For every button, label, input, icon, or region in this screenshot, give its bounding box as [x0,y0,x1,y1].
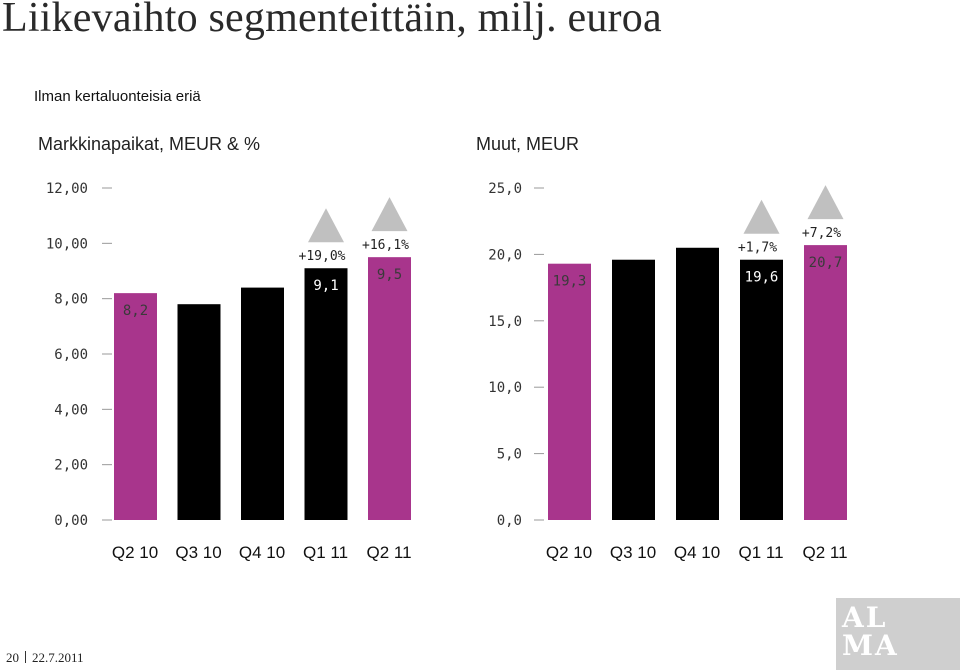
footer-date: 22.7.2011 [32,650,84,665]
bar-data-label: 9,5 [377,267,402,283]
y-tick-label: 0,0 [497,513,522,529]
y-tick-label: 25,0 [488,181,522,197]
panel-title-markkinapaikat: Markkinapaikat, MEUR & % [38,134,261,154]
page-title: Liikevaihto segmenteittäin, milj. euroa [2,0,662,41]
bar-data-label: 8,2 [123,303,148,319]
x-category-label: Q1 11 [738,543,783,562]
chart-subtitle: Ilman kertaluonteisia eriä [34,88,201,105]
bar [548,263,591,520]
y-tick-label: 15,0 [488,314,522,330]
footer-divider [25,651,26,663]
alma-logo: AL MA [836,598,960,670]
panel-title-muut: Muut, MEUR [476,134,580,154]
y-tick-label: 10,00 [46,236,88,252]
y-tick-label: 8,00 [54,292,88,308]
bar [804,245,847,520]
y-tick-label: 6,00 [54,347,88,363]
x-category-label: Q1 11 [303,543,348,562]
bar [177,304,221,520]
logo-text-bottom: MA [842,629,899,662]
growth-up-triangle [308,208,344,243]
growth-label: +16,1% [362,238,409,253]
growth-up-triangle [807,185,844,220]
bar-data-label: 9,1 [313,278,338,294]
bar-data-label: 19,6 [745,270,779,286]
y-tick-label: 5,0 [497,447,522,463]
bar [241,287,284,520]
y-tick-label: 20,0 [488,247,522,263]
x-category-label: Q4 10 [674,543,720,562]
footer: 20 22.7.2011 [6,650,84,666]
growth-up-triangle [743,199,780,234]
bar [304,268,348,520]
x-category-label: Q2 10 [112,543,158,562]
growth-label: +19,0% [299,249,346,264]
growth-label: +7,2% [802,226,841,241]
x-category-label: Q2 10 [546,543,592,562]
bar-data-label: 19,3 [553,274,587,290]
bar [612,259,655,520]
x-category-label: Q2 11 [802,543,847,562]
growth-label: +1,7% [738,241,777,256]
x-category-label: Q4 10 [239,543,285,562]
bar [740,259,783,520]
bar [114,293,157,520]
logo-text-top: AL [842,601,888,634]
page-number: 20 [6,650,19,665]
x-category-label: Q2 11 [366,543,411,562]
y-tick-label: 0,00 [54,513,88,529]
y-tick-label: 10,0 [488,380,522,396]
growth-up-triangle [371,197,408,232]
x-category-label: Q3 10 [610,543,656,562]
bar-data-label: 20,7 [809,255,843,271]
y-tick-label: 4,00 [54,402,88,418]
x-category-label: Q3 10 [175,543,221,562]
bar-charts: 0,00 2,00 4,00 6,00 8,00 10,00 12,00 8,2 Q2 10 Q3… [46,181,848,562]
y-tick-label: 12,00 [46,181,88,197]
y-tick-label: 2,00 [54,458,88,474]
bar [368,257,411,520]
bar [676,247,719,520]
